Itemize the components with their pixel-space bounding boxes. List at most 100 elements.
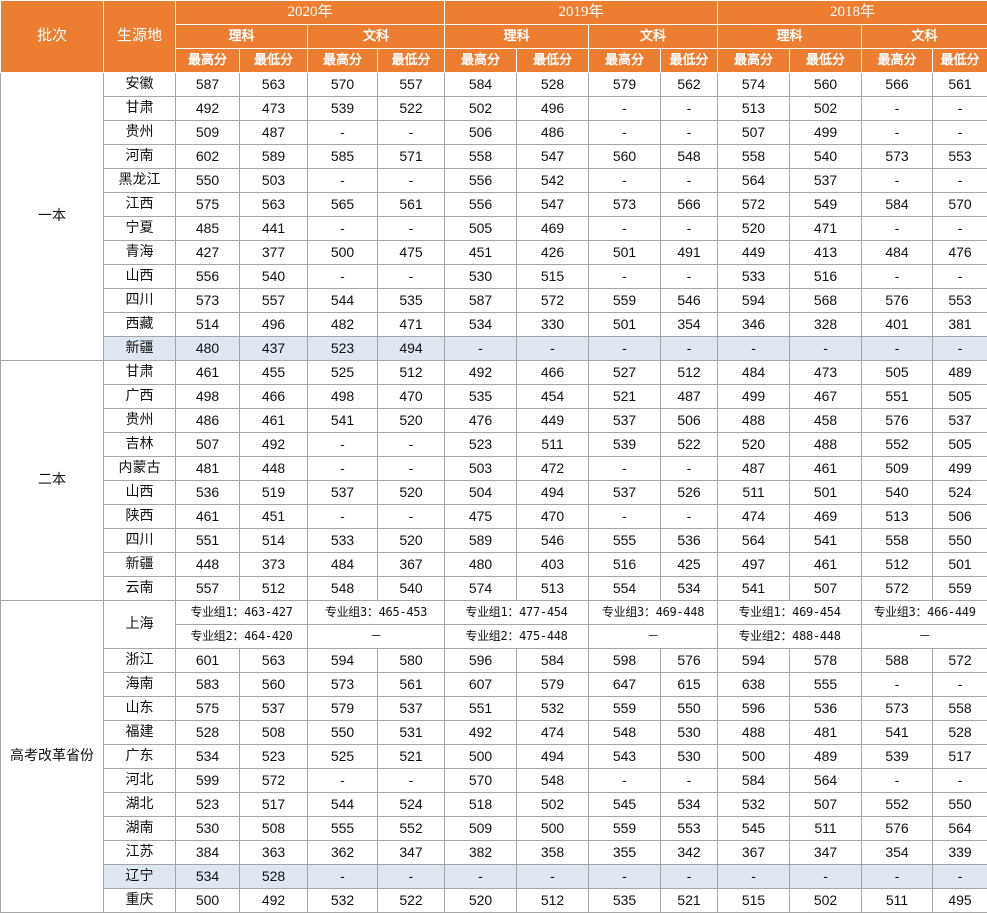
score-cell: 558 (932, 696, 987, 721)
score-cell: 501 (588, 240, 662, 265)
header-year-2020: 2020年 (174, 0, 446, 25)
score-cell: 461 (175, 504, 240, 529)
score-cell: 501 (588, 312, 662, 337)
header-batch: 批次 (0, 0, 104, 73)
table-row: 吉林 507 492- -523 511 539 522 520 488 552 505 (1, 432, 987, 457)
score-cell: 499 (789, 120, 863, 145)
score-cell: 504 (444, 480, 518, 505)
score-cell: 524 (376, 792, 446, 817)
table-row: 贵州 509 487- -506 486- -507 499- - (1, 120, 987, 145)
score-cell: - (861, 864, 934, 889)
score-cell: 441 (239, 216, 308, 241)
score-cell: 501 (789, 480, 863, 505)
score-cell: 455 (239, 360, 308, 385)
score-cell: 562 (660, 72, 719, 97)
score-cell: 596 (444, 648, 518, 673)
score-cell: 533 (307, 528, 378, 553)
score-cell: 589 (444, 528, 518, 553)
table-row: 二本 甘肃 461 455 525 512 492 466 527 512 484 473 505 489 (0, 360, 987, 601)
score-cell: 346 (717, 312, 791, 337)
score-cell: 358 (516, 840, 590, 865)
score-cell: 512 (861, 552, 934, 577)
score-cell: 540 (789, 144, 863, 169)
score-cell: 509 (444, 816, 518, 841)
score-cell: - (376, 264, 446, 289)
score-cell: 489 (789, 744, 863, 769)
score-cell: 553 (932, 288, 987, 313)
province-cell: 新疆 (103, 552, 176, 577)
score-cell: 560 (588, 144, 662, 169)
score-cell: 469 (789, 504, 863, 529)
province-cell: 江苏 (103, 840, 176, 865)
score-cell: 563 (239, 192, 308, 217)
score-cell: 594 (717, 288, 791, 313)
table-row: 河南 602 589 585 571 558 547 560 548 558 540 573 553 (1, 144, 987, 169)
score-cell: 583 (175, 672, 240, 697)
score-cell: 495 (932, 888, 987, 913)
score-cell: - (660, 120, 719, 145)
score-cell: 579 (307, 696, 378, 721)
major-group-score: 专业组1：469-454 (717, 600, 863, 625)
score-cell: 451 (239, 504, 308, 529)
score-cell: 542 (516, 168, 590, 193)
score-cell: 554 (588, 576, 662, 601)
score-cell: - (588, 864, 662, 889)
score-cell: 354 (660, 312, 719, 337)
header-min-score: 最低分 (376, 48, 446, 73)
score-cell: - (789, 336, 863, 361)
score-cell: - (932, 336, 987, 361)
score-cell: 513 (516, 576, 590, 601)
score-cell: 522 (376, 96, 446, 121)
major-group-score: 专业组3：466-449 (861, 600, 987, 625)
score-cell: 579 (588, 72, 662, 97)
table-row: 广东 534 523 525 521 500 494 543 530 500 489 539 517 (1, 744, 987, 769)
score-cell: 367 (376, 552, 446, 577)
score-cell: 570 (444, 768, 518, 793)
score-cell: - (588, 504, 662, 529)
score-cell: 561 (376, 672, 446, 697)
score-cell: 401 (861, 312, 934, 337)
score-cell: 550 (932, 528, 987, 553)
score-cell: 449 (717, 240, 791, 265)
score-cell: 548 (588, 720, 662, 745)
score-cell: 508 (239, 720, 308, 745)
score-cell: 573 (175, 288, 240, 313)
score-cell: 574 (717, 72, 791, 97)
score-cell: 520 (376, 480, 446, 505)
score-cell: 516 (789, 264, 863, 289)
score-cell: - (376, 168, 446, 193)
score-cell: - (861, 264, 934, 289)
score-cell: 588 (861, 648, 934, 673)
score-cell: 545 (588, 792, 662, 817)
score-cell: 548 (516, 768, 590, 793)
province-cell: 重庆 (103, 888, 176, 913)
score-cell: 472 (516, 456, 590, 481)
score-cell: 492 (175, 96, 240, 121)
score-cell: 498 (307, 384, 378, 409)
score-cell: 564 (717, 528, 791, 553)
province-cell: 甘肃 (103, 96, 176, 121)
score-cell: 539 (861, 744, 934, 769)
province-cell: 贵州 (103, 408, 176, 433)
score-cell: 505 (932, 384, 987, 409)
score-cell: 566 (861, 72, 934, 97)
score-cell: 559 (588, 696, 662, 721)
table-row: 甘肃 492 473 539 522 502 496- -513 502- - (1, 96, 987, 121)
score-cell: - (932, 120, 987, 145)
score-cell: 552 (376, 816, 446, 841)
score-cell: 563 (239, 72, 308, 97)
score-cell: 484 (717, 360, 791, 385)
score-cell: 506 (932, 504, 987, 529)
score-cell: 548 (307, 576, 378, 601)
score-cell: 381 (932, 312, 987, 337)
score-cell: 558 (861, 528, 934, 553)
score-cell: - (307, 504, 378, 529)
score-cell: 502 (789, 888, 863, 913)
score-cell: 557 (239, 288, 308, 313)
score-cell: 511 (789, 816, 863, 841)
score-cell: - (376, 456, 446, 481)
score-cell: 537 (307, 480, 378, 505)
score-cell: 541 (861, 720, 934, 745)
score-cell: 523 (444, 432, 518, 457)
